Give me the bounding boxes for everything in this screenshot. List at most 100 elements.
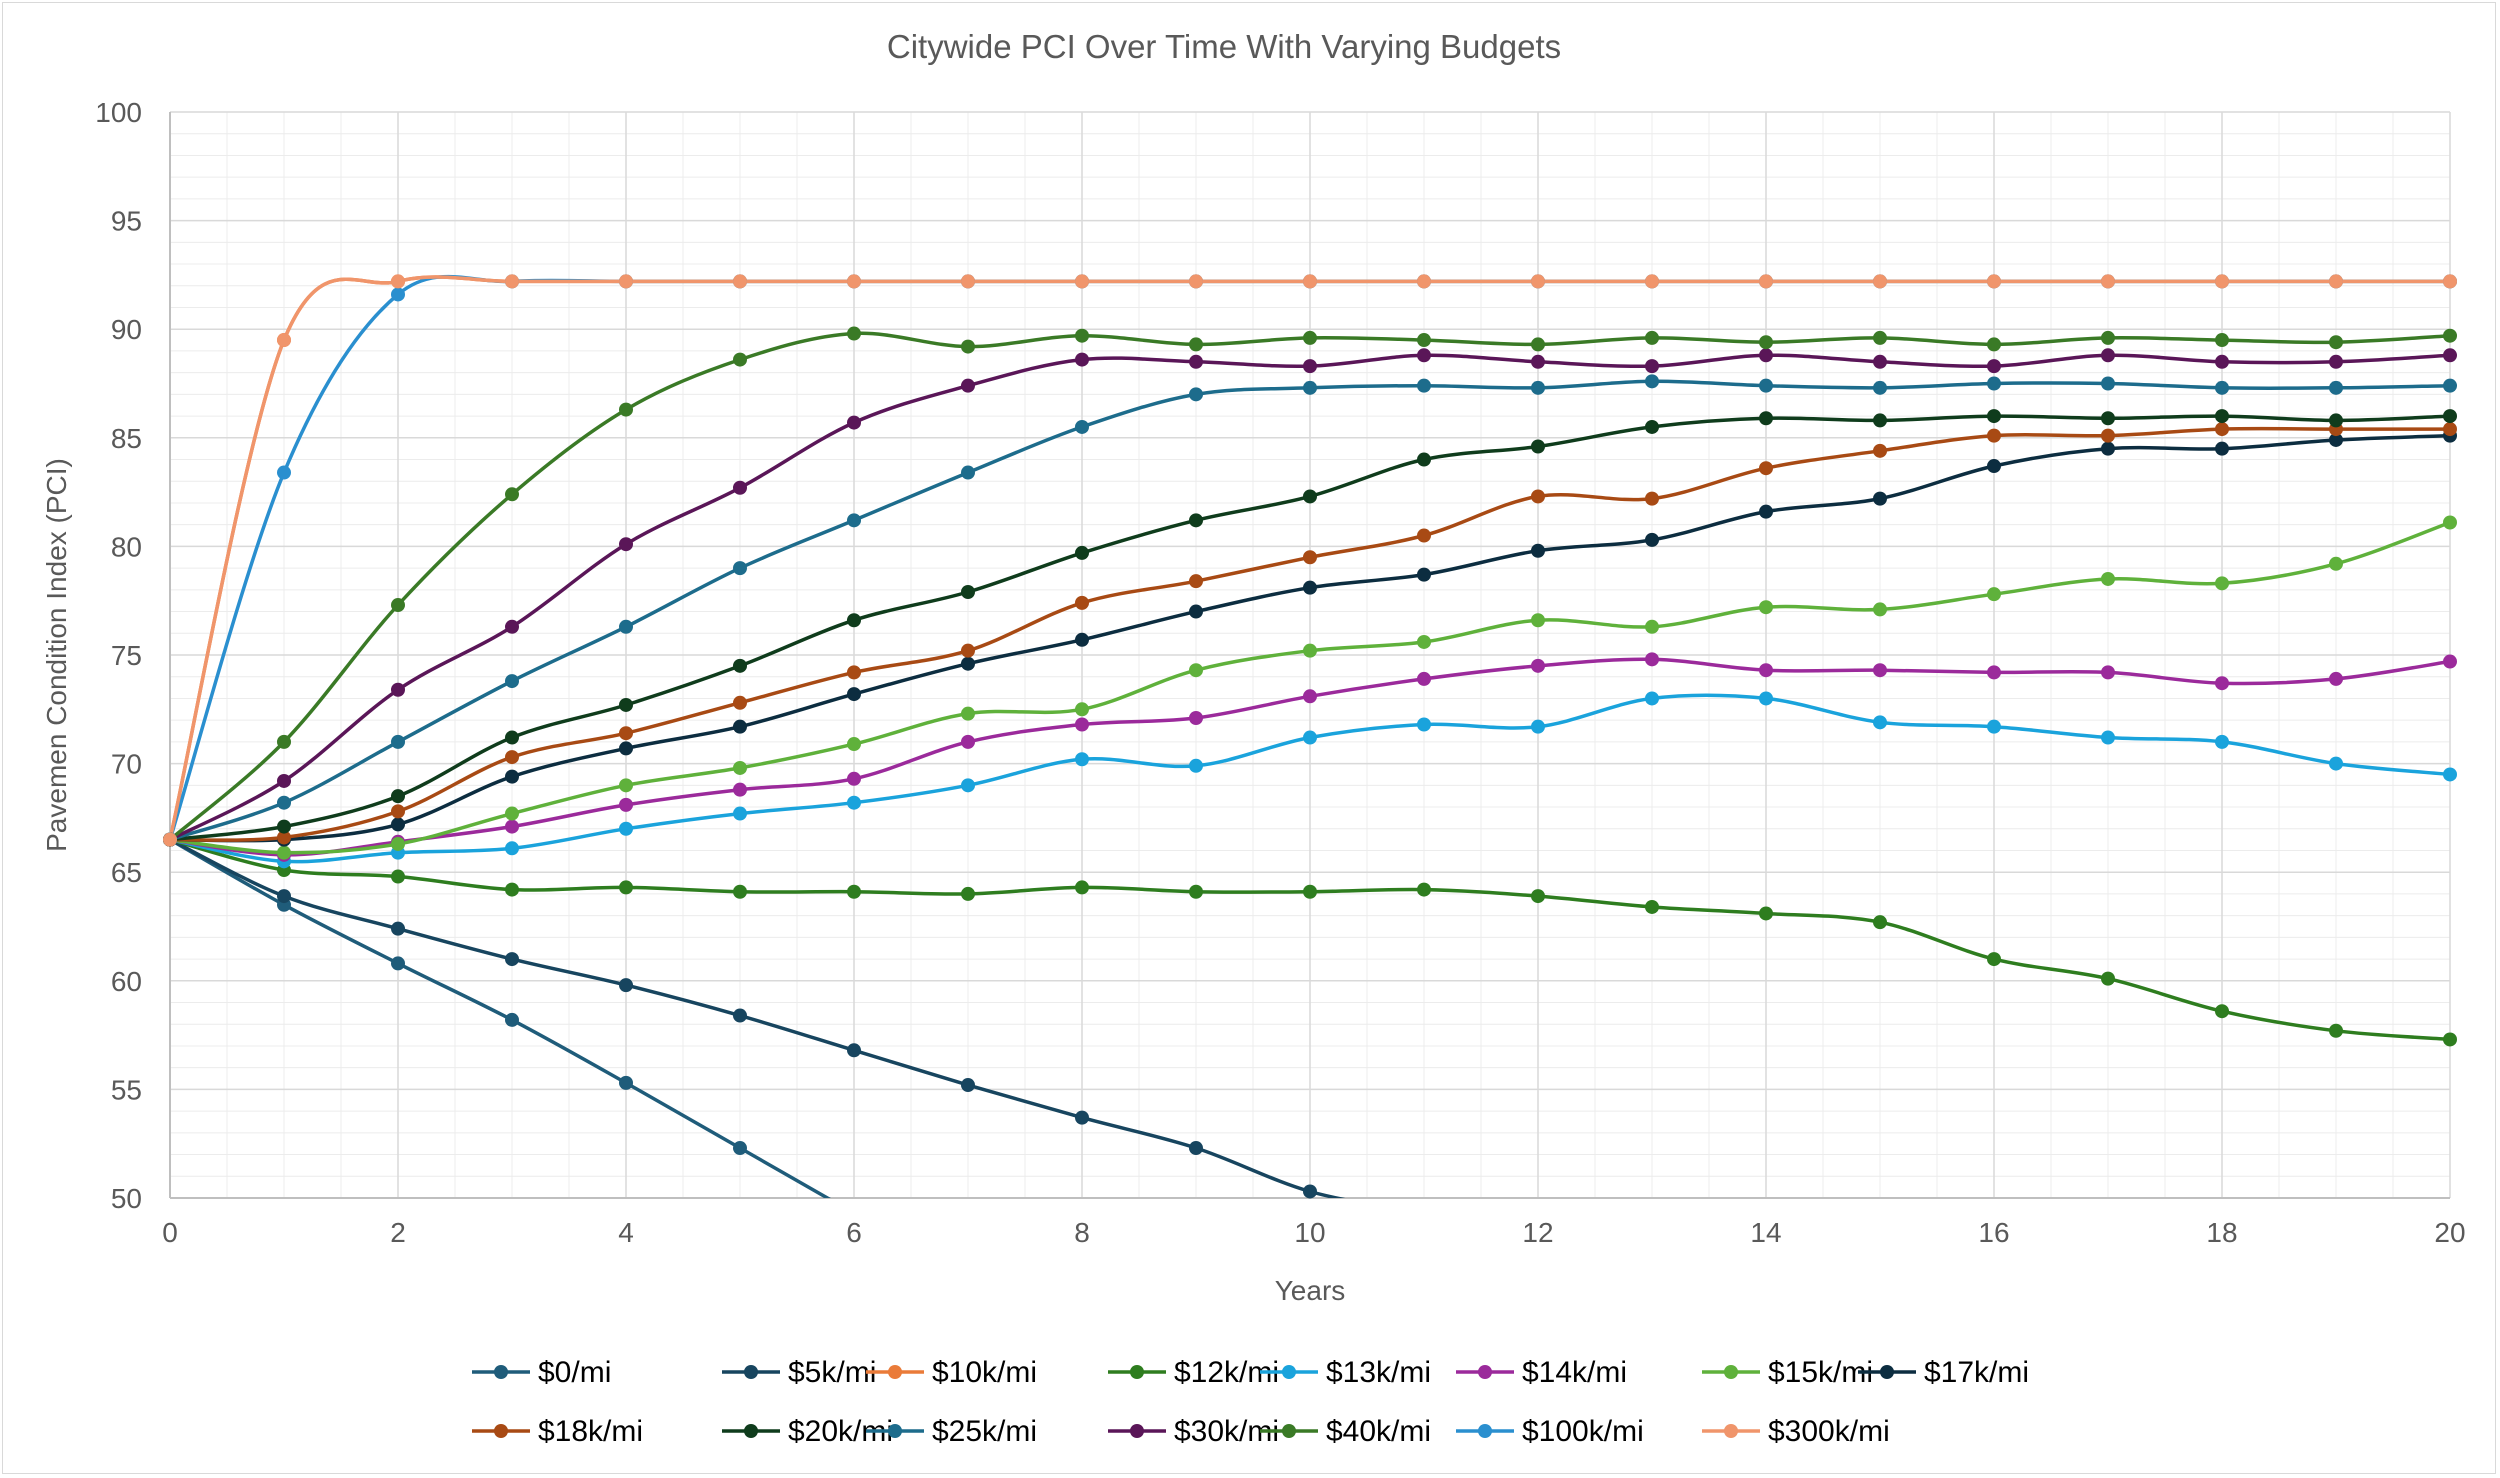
- series-point: [2329, 380, 2343, 395]
- series-point: [391, 956, 405, 971]
- series-point: [1189, 604, 1203, 619]
- y-tick-label: 75: [111, 640, 142, 671]
- series-point: [2443, 348, 2457, 363]
- x-tick-label: 10: [1294, 1217, 1325, 1248]
- series-point: [733, 480, 747, 495]
- series-line-14: [170, 275, 2450, 840]
- legend-item: $17k/mi: [1858, 1356, 2029, 1389]
- series-point: [1075, 632, 1089, 647]
- series-point: [733, 760, 747, 775]
- series-point: [847, 513, 861, 528]
- series-point: [505, 750, 519, 765]
- series-point: [1303, 330, 1317, 345]
- series-point: [1189, 1141, 1203, 1156]
- series-point: [619, 978, 633, 993]
- series-point: [391, 682, 405, 697]
- series-point: [1075, 352, 1089, 367]
- series-point: [847, 613, 861, 628]
- legend-swatch-marker: [744, 1365, 758, 1379]
- series-point: [733, 719, 747, 734]
- series-point: [733, 658, 747, 673]
- series-point: [1189, 884, 1203, 899]
- series-line-10: [170, 379, 2450, 842]
- legend-swatch-marker: [1282, 1424, 1296, 1438]
- series-point: [1873, 413, 1887, 428]
- series-point: [1531, 719, 1545, 734]
- y-tick-labels: 50 55 60 65 70 75 80 85 90 95 100: [95, 97, 142, 1214]
- legend-swatch-marker: [1130, 1424, 1144, 1438]
- series-point: [2101, 274, 2115, 289]
- series-point: [1531, 543, 1545, 558]
- series-point: [1759, 504, 1773, 519]
- series-point: [391, 598, 405, 613]
- series-point: [2101, 376, 2115, 391]
- legend-item: $25k/mi: [866, 1415, 1037, 1448]
- series-point: [847, 326, 861, 341]
- series-point: [1531, 658, 1545, 673]
- series-point: [619, 619, 633, 634]
- series-point: [1759, 411, 1773, 426]
- series-point: [2329, 274, 2343, 289]
- series-point: [847, 687, 861, 702]
- series-point: [2443, 409, 2457, 424]
- series-point: [961, 274, 975, 289]
- legend-swatch-marker: [1724, 1365, 1738, 1379]
- series-point: [391, 274, 405, 289]
- series-point: [163, 832, 177, 847]
- series-point: [1759, 378, 1773, 393]
- series-point: [1303, 643, 1317, 658]
- series-point: [1075, 752, 1089, 767]
- series-point: [1987, 376, 2001, 391]
- series-point: [1873, 354, 1887, 369]
- x-tick-label: 4: [618, 1217, 634, 1248]
- series-point: [277, 734, 291, 749]
- series-point: [391, 921, 405, 936]
- series-point: [391, 869, 405, 884]
- series-point: [1531, 889, 1545, 904]
- series-point: [1873, 663, 1887, 678]
- series-point: [1189, 513, 1203, 528]
- legend-label: $15k/mi: [1768, 1356, 1873, 1389]
- series-point: [2101, 665, 2115, 680]
- series-point: [2101, 971, 2115, 986]
- series-point: [1189, 710, 1203, 725]
- series-point: [1759, 663, 1773, 678]
- series-point: [1759, 461, 1773, 476]
- legend-item: $300k/mi: [1702, 1415, 1890, 1448]
- series-point: [1417, 567, 1431, 582]
- series-point: [1759, 600, 1773, 615]
- series-point: [1075, 545, 1089, 560]
- series-point: [2215, 409, 2229, 424]
- series-point: [1987, 719, 2001, 734]
- legend-item: $18k/mi: [472, 1415, 643, 1448]
- series-point: [1417, 378, 1431, 393]
- series-point: [1189, 758, 1203, 773]
- series-point: [847, 274, 861, 289]
- series-point: [1645, 652, 1659, 667]
- series-point: [2215, 380, 2229, 395]
- legend-item: $10k/mi: [866, 1356, 1037, 1389]
- legend-item: $0/mi: [472, 1356, 611, 1389]
- series-point: [1759, 906, 1773, 921]
- series-point: [2215, 274, 2229, 289]
- y-tick-label: 60: [111, 966, 142, 997]
- series-point: [1303, 884, 1317, 899]
- series-point: [505, 1012, 519, 1027]
- series-point: [1531, 274, 1545, 289]
- series-point: [2101, 730, 2115, 745]
- y-tick-label: 100: [95, 97, 142, 128]
- series-point: [1303, 1184, 1317, 1199]
- series-point: [1303, 730, 1317, 745]
- series-point: [1987, 337, 2001, 352]
- series-point: [1873, 915, 1887, 930]
- legend-swatch-marker: [1282, 1365, 1296, 1379]
- series-point: [1303, 689, 1317, 704]
- series-point: [619, 778, 633, 793]
- series-point: [1303, 274, 1317, 289]
- series-point: [733, 695, 747, 710]
- series-point: [505, 619, 519, 634]
- x-tick-label: 16: [1978, 1217, 2009, 1248]
- series-point: [1987, 952, 2001, 967]
- series-point: [2329, 556, 2343, 571]
